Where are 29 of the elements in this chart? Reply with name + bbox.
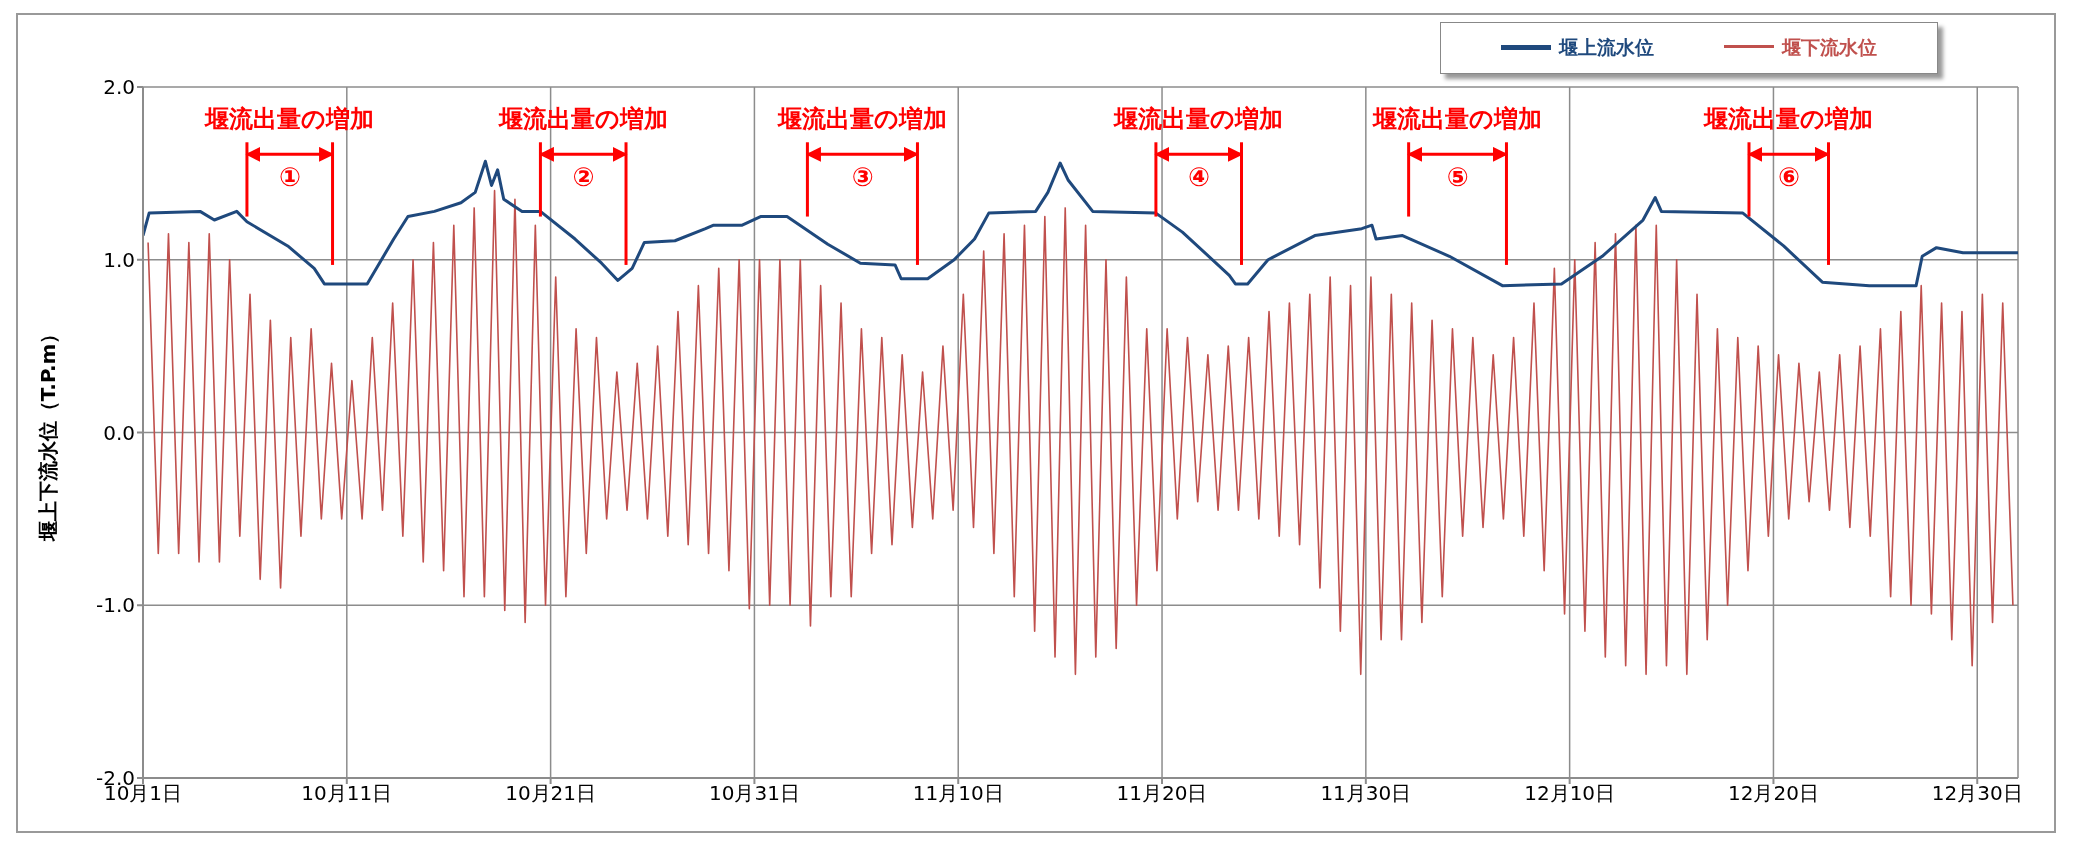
x-tick-label: 10月11日: [301, 781, 393, 806]
x-tick-label: 10月31日: [708, 781, 800, 806]
text: 堰下流水位: [1782, 35, 1877, 60]
annotation: 堰流出量の増加: [1113, 104, 1284, 133]
y-tick-label: 1.0: [103, 247, 135, 272]
y-tick-label: 0.0: [103, 420, 135, 445]
x-tick-label: 11月10日: [912, 781, 1004, 806]
ref-line-label: ④: [1187, 162, 1210, 193]
x-tick-label: 12月20日: [1727, 781, 1819, 806]
line-series: [147, 189, 2014, 676]
annotation: 堰流出量の増加: [497, 104, 668, 133]
x-tick-label: 11月20日: [1116, 781, 1208, 806]
annotation: 堰流出量の増加: [204, 104, 375, 133]
ref-line-label: ⑤: [1446, 162, 1469, 193]
text: 堰上流水位: [1559, 35, 1654, 60]
ref-line-label: ②: [572, 162, 595, 193]
ref-line-label: ⑥: [1777, 162, 1800, 193]
x-tick-label: 12月10日: [1524, 781, 1616, 806]
ref-line-label: ①: [278, 162, 301, 193]
y-tick-label: -1.0: [95, 593, 135, 618]
annotation: 堰流出量の増加: [776, 104, 947, 133]
x-tick-label: 10月21日: [505, 781, 597, 806]
ref-line-label: ③: [851, 162, 874, 193]
x-tick-label: 12月30日: [1931, 781, 2023, 806]
y-tick-label: 2.0: [103, 75, 135, 100]
annotation: 堰流出量の増加: [1703, 104, 1874, 133]
x-tick-label: 11月30日: [1320, 781, 1412, 806]
y-axis-title: 堰上下流水位（T.P.m）: [36, 323, 61, 543]
annotation: 堰流出量の増加: [1372, 104, 1543, 133]
